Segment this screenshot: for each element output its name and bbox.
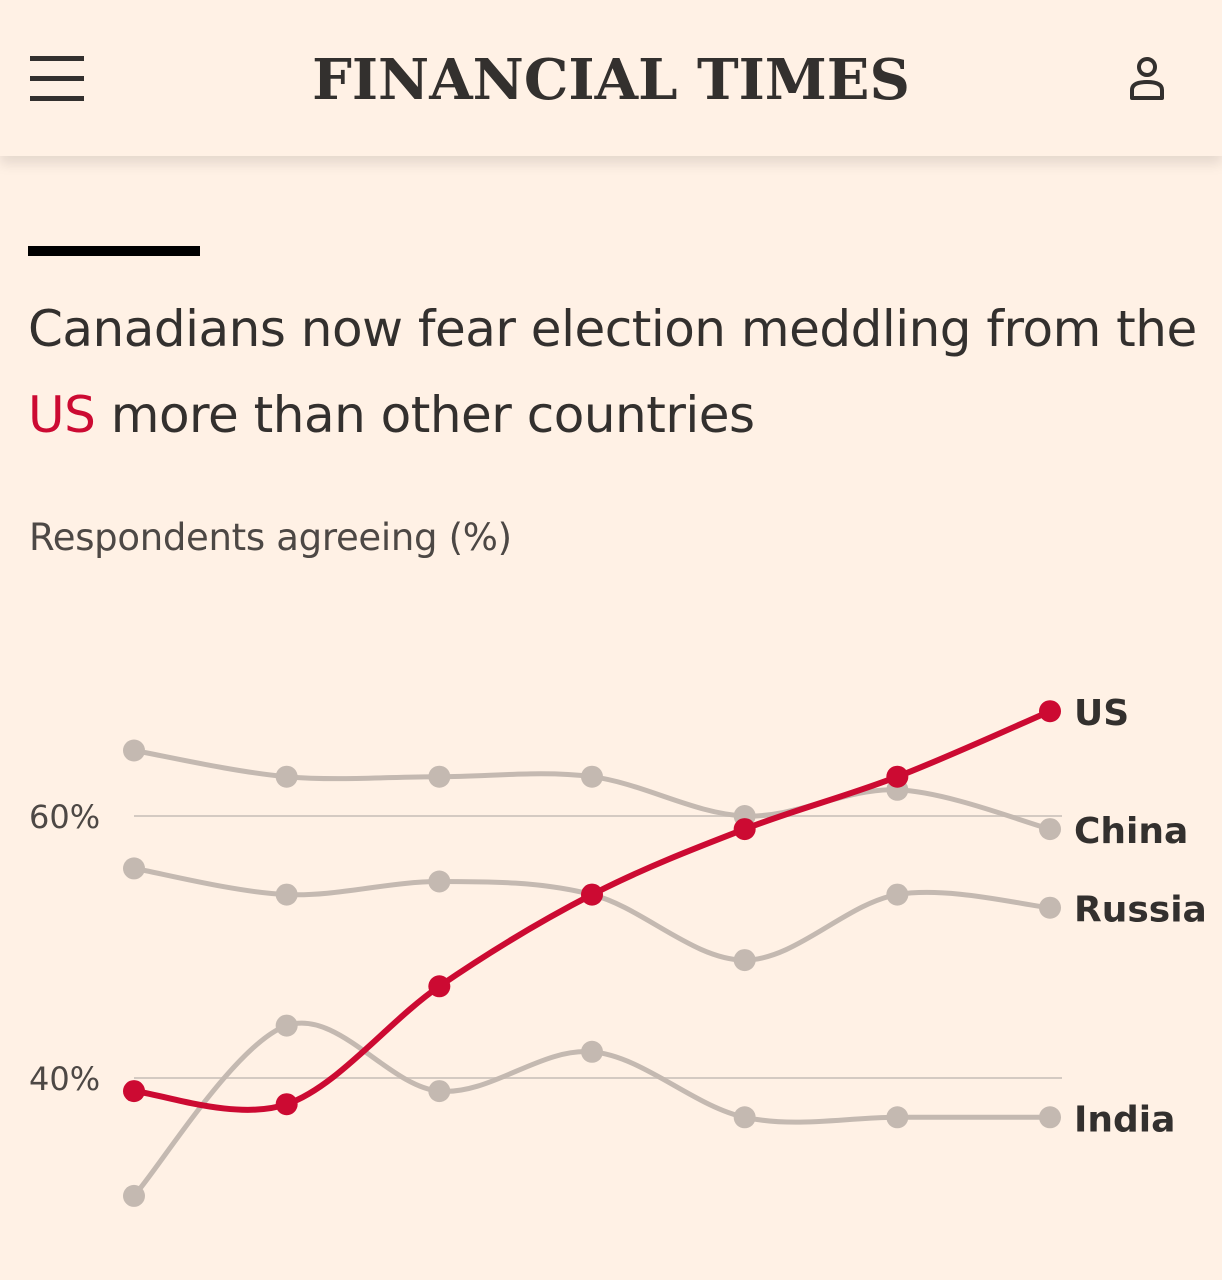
data-point-china-7 bbox=[1039, 818, 1061, 841]
line-chart: 40% 60% China Russia India US bbox=[29, 693, 1207, 1207]
y-tick-label-60: 60% bbox=[29, 798, 100, 836]
data-point-us-2 bbox=[275, 1093, 298, 1116]
site-header: FINANCIAL TIMES bbox=[0, 0, 1222, 156]
headline-highlight-us: US bbox=[28, 386, 96, 444]
data-point-china-3 bbox=[428, 765, 451, 788]
site-logo[interactable]: FINANCIAL TIMES bbox=[312, 47, 910, 113]
data-point-india-6 bbox=[886, 1106, 909, 1129]
series-label-china: China bbox=[1074, 811, 1188, 852]
chart-headline: Canadians now fear election meddling fro… bbox=[28, 286, 1208, 458]
data-point-russia-7 bbox=[1039, 896, 1061, 919]
data-point-us-1 bbox=[123, 1080, 145, 1103]
data-point-china-4 bbox=[581, 765, 603, 788]
series-label-us: US bbox=[1074, 693, 1129, 734]
headline-text-start: Canadians now fear election meddling fro… bbox=[28, 300, 1197, 358]
data-point-us-7 bbox=[1039, 700, 1061, 723]
y-tick-label-40: 40% bbox=[29, 1060, 100, 1098]
data-point-india-5 bbox=[733, 1106, 756, 1129]
series-line-china bbox=[131, 748, 1053, 832]
series-line-russia bbox=[131, 865, 1053, 963]
data-point-india-4 bbox=[581, 1040, 603, 1063]
chart-subtitle: Respondents agreeing (%) bbox=[29, 516, 512, 559]
series-label-russia: Russia bbox=[1074, 890, 1207, 931]
series-label-india: India bbox=[1074, 1099, 1175, 1140]
data-point-russia-5 bbox=[733, 949, 756, 972]
menu-button[interactable] bbox=[30, 54, 84, 104]
data-point-russia-3 bbox=[428, 870, 451, 893]
data-point-india-3 bbox=[428, 1080, 451, 1103]
user-account-icon bbox=[1130, 57, 1164, 100]
data-point-us-3 bbox=[428, 975, 451, 998]
account-button[interactable] bbox=[1124, 54, 1170, 104]
data-point-china-1 bbox=[123, 739, 145, 762]
data-point-russia-2 bbox=[275, 883, 298, 906]
data-point-us-5 bbox=[733, 818, 756, 841]
data-point-russia-1 bbox=[123, 857, 145, 880]
headline-accent-rule bbox=[28, 246, 200, 256]
data-point-us-4 bbox=[581, 883, 603, 906]
data-point-us-6 bbox=[886, 765, 909, 788]
data-point-india-7 bbox=[1039, 1106, 1061, 1129]
data-point-china-2 bbox=[275, 765, 298, 788]
headline-text-end: more than other countries bbox=[95, 386, 755, 444]
data-point-india-1 bbox=[123, 1184, 145, 1207]
data-point-russia-6 bbox=[886, 883, 909, 906]
data-point-india-2 bbox=[275, 1014, 298, 1037]
